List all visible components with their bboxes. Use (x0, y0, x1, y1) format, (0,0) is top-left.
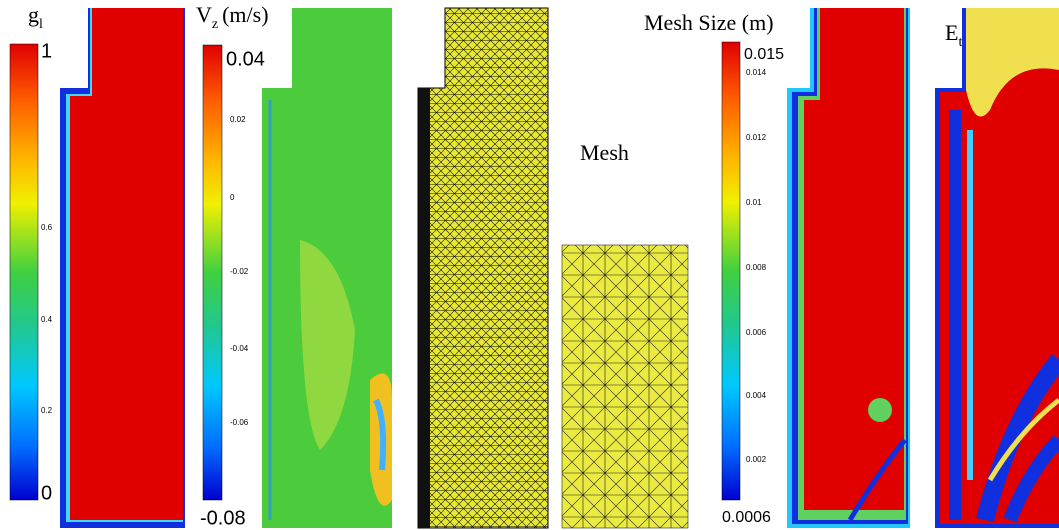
tick-label: -0.02 (230, 267, 249, 276)
colorbar (203, 45, 222, 500)
panel-liquid-fraction: gl 1 0.6 0.4 0.2 0 (10, 2, 185, 528)
panel-velocity: Vz(m/s) 0.04 0.02 0 -0.02 -0.04 -0.06 -0… (196, 2, 392, 529)
tick-label: 0.002 (746, 455, 767, 464)
panel-title: Mesh (580, 140, 629, 165)
tick-label: -0.04 (230, 344, 249, 353)
tick-label: 0.012 (746, 133, 767, 142)
panel-title: gl (28, 2, 43, 32)
tick-label: 0.0006 (722, 509, 771, 526)
tick-label: 0.04 (226, 48, 265, 70)
tick-label: 0.014 (746, 68, 767, 77)
mesh-plot (418, 8, 548, 528)
colorbar (722, 42, 740, 500)
tick-label: 0.2 (41, 406, 53, 415)
tick-label: 0.006 (746, 328, 767, 337)
panel-title: Vz(m/s) (196, 2, 269, 32)
tick-label: 0.02 (230, 115, 246, 124)
tick-label: 0.004 (746, 391, 767, 400)
tick-label: 1 (41, 40, 52, 62)
tick-label: -0.08 (200, 507, 246, 529)
tick-label: 0.015 (744, 46, 784, 63)
panel-title: Mesh Size (m) (644, 10, 774, 35)
colorbar (10, 44, 38, 500)
panel-mesh: Mesh (418, 8, 688, 528)
tick-label: 0.4 (41, 315, 53, 324)
tick-label: -0.06 (230, 418, 249, 427)
panel-etr: Etr (935, 8, 1059, 528)
tick-label: 0.6 (41, 223, 53, 232)
figure: gl 1 0.6 0.4 0.2 0 Vz(m/s) 0.04 0.02 0 -… (0, 0, 1059, 530)
tick-label: 0.01 (746, 198, 762, 207)
tick-label: 0 (230, 193, 235, 202)
tick-label: 0 (41, 482, 52, 504)
tick-label: 0.008 (746, 263, 767, 272)
mesh-zoom (562, 245, 688, 528)
